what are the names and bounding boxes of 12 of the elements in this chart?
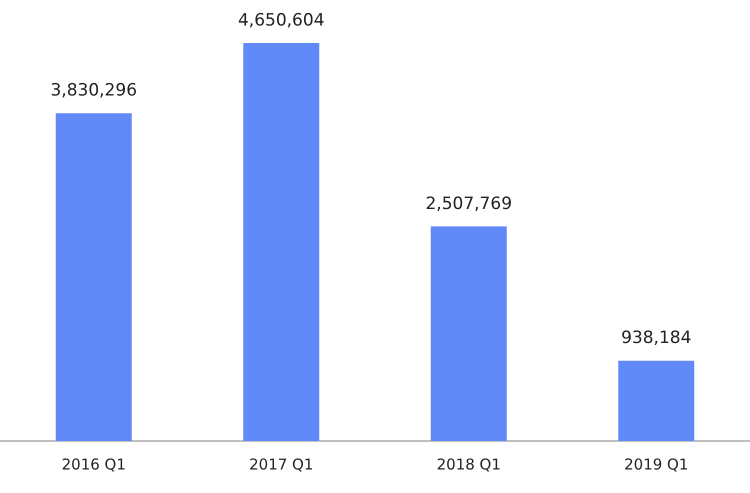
x-tick-label: 2019 Q1: [624, 456, 688, 474]
bar: [56, 113, 132, 441]
x-tick-label: 2016 Q1: [62, 456, 126, 474]
x-tick-label: 2017 Q1: [249, 456, 314, 474]
bar: [618, 360, 694, 441]
bar: [243, 43, 320, 441]
data-label: 3,830,296: [50, 80, 138, 101]
bar: [430, 226, 507, 441]
data-label: 4,650,604: [238, 10, 325, 30]
x-tick-label: 2018 Q1: [436, 456, 501, 474]
data-label: 938,184: [621, 328, 692, 348]
data-label: 2,507,769: [425, 194, 512, 214]
